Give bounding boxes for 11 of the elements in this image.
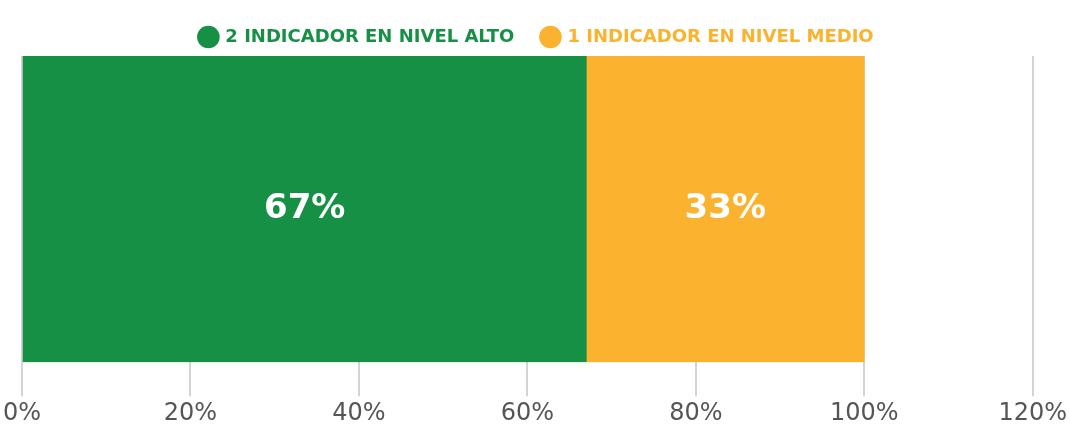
data-label: 33% <box>684 185 766 226</box>
x-tick-label: 80% <box>669 397 723 426</box>
x-tick-label: 20% <box>163 397 218 426</box>
x-tick-label: 0% <box>3 397 42 426</box>
legend-label: 2 INDICADOR EN NIVEL ALTO <box>225 24 515 46</box>
x-tick-label: 40% <box>332 397 386 426</box>
x-tick-label: 60% <box>500 397 555 426</box>
legend-label: 1 INDICADOR EN NIVEL MEDIO <box>567 24 874 46</box>
x-tick-label: 100% <box>829 397 899 426</box>
x-tick-label: 120% <box>998 397 1068 426</box>
data-label: 67% <box>263 185 346 226</box>
